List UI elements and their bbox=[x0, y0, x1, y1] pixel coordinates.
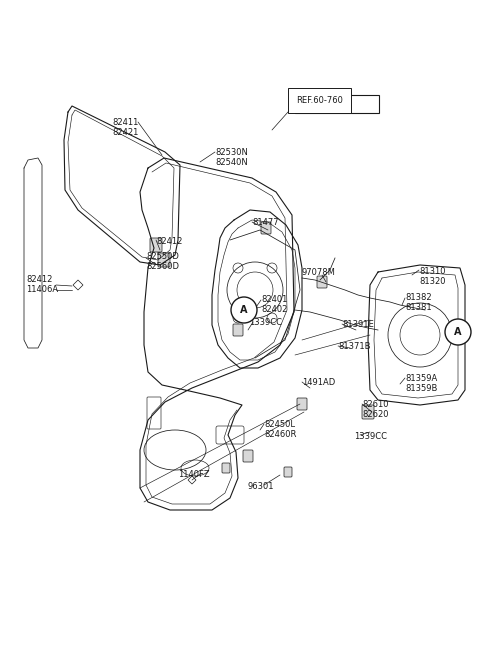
Circle shape bbox=[445, 319, 471, 345]
FancyBboxPatch shape bbox=[233, 324, 243, 336]
Text: 1491AD: 1491AD bbox=[302, 378, 335, 387]
Text: 82401
82402: 82401 82402 bbox=[261, 295, 288, 314]
Text: REF.60-760: REF.60-760 bbox=[296, 96, 343, 105]
Text: 81310
81320: 81310 81320 bbox=[419, 267, 445, 287]
Text: 82610
82620: 82610 82620 bbox=[362, 400, 388, 419]
Text: A: A bbox=[240, 305, 248, 315]
Text: 1140FZ: 1140FZ bbox=[178, 470, 210, 479]
FancyBboxPatch shape bbox=[158, 253, 170, 267]
Text: 82411
82421: 82411 82421 bbox=[112, 118, 138, 137]
FancyBboxPatch shape bbox=[261, 222, 271, 234]
Text: 82412: 82412 bbox=[156, 237, 182, 246]
FancyBboxPatch shape bbox=[297, 398, 307, 410]
FancyBboxPatch shape bbox=[222, 463, 230, 473]
Text: 81359A
81359B: 81359A 81359B bbox=[405, 374, 437, 394]
FancyBboxPatch shape bbox=[150, 238, 162, 252]
Text: 97078M: 97078M bbox=[301, 268, 335, 277]
Text: 81382
81381: 81382 81381 bbox=[405, 293, 432, 312]
FancyBboxPatch shape bbox=[284, 467, 292, 477]
Text: 82550D
82560D: 82550D 82560D bbox=[146, 252, 179, 272]
Text: 1339CC: 1339CC bbox=[354, 432, 387, 441]
Text: 81477: 81477 bbox=[252, 218, 278, 227]
Text: 82450L
82460R: 82450L 82460R bbox=[264, 420, 296, 440]
Text: 81391E: 81391E bbox=[342, 320, 374, 329]
Text: 81371B: 81371B bbox=[338, 342, 371, 351]
Text: 96301: 96301 bbox=[248, 482, 275, 491]
Circle shape bbox=[231, 297, 257, 323]
Text: A: A bbox=[454, 327, 462, 337]
FancyBboxPatch shape bbox=[317, 276, 327, 288]
Text: 1339CC: 1339CC bbox=[249, 318, 282, 327]
Text: 82530N
82540N: 82530N 82540N bbox=[215, 148, 248, 167]
FancyBboxPatch shape bbox=[243, 450, 253, 462]
Text: 82412
11406A: 82412 11406A bbox=[26, 275, 58, 295]
FancyBboxPatch shape bbox=[362, 405, 374, 419]
